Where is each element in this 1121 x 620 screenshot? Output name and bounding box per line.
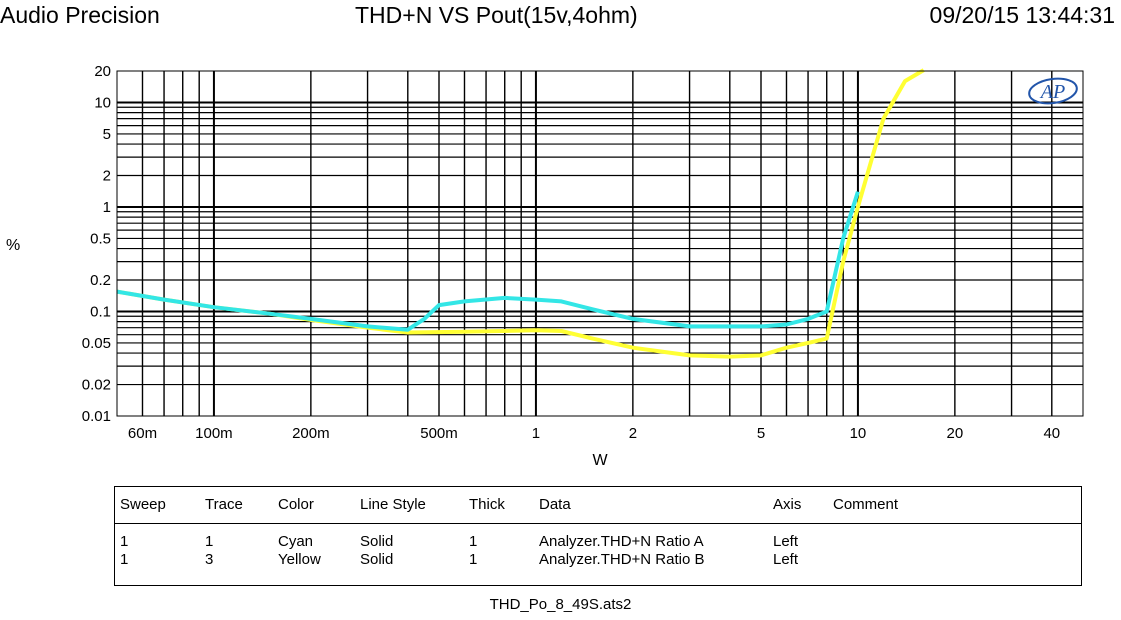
legend-cell: 1 — [205, 533, 214, 550]
x-tick-label: 5 — [757, 425, 765, 442]
legend-cell: 1 — [469, 533, 478, 550]
x-axis-label: W — [592, 452, 608, 469]
chart-tick-labels: 60m 100m 200m 500m 1 2 5 10 20 40 20 10 5 2 1 0.5 0.2 0.1… — [82, 63, 1060, 442]
legend-cell: 1 — [469, 551, 478, 568]
legend-cell: Analyzer.THD+N Ratio A — [539, 533, 704, 550]
y-tick-label: 10 — [94, 94, 111, 111]
legend-cell: 1 — [120, 533, 129, 550]
file-name: THD_Po_8_49S.ats2 — [489, 596, 632, 613]
legend-cell: Yellow — [278, 551, 321, 568]
legend-cell: Cyan — [278, 533, 314, 550]
chart-title: THD+N VS Pout(15v,4ohm) — [355, 2, 638, 28]
trace-legend-table: Sweep Trace Color Line Style Thick Data Axis Co… — [114, 486, 1082, 586]
legend-cell: Analyzer.THD+N Ratio B — [539, 551, 705, 568]
x-tick-label: 1 — [532, 425, 540, 442]
y-tick-label: 0.1 — [90, 303, 111, 320]
legend-header-cell: Trace — [205, 496, 243, 513]
timestamp: 09/20/15 13:44:31 — [929, 2, 1115, 28]
y-tick-label: 0.01 — [82, 408, 111, 425]
legend-header-cell: Axis — [773, 496, 802, 513]
legend-row: 1 3 Yellow Solid 1 Analyzer.THD+N Ratio B Left — [115, 551, 1081, 569]
legend-cell: Solid — [360, 551, 394, 568]
y-tick-label: 0.05 — [82, 335, 111, 352]
x-tick-label: 2 — [629, 425, 637, 442]
chart-grid — [117, 71, 1083, 416]
legend-cell: 3 — [205, 551, 214, 568]
x-tick-label: 100m — [195, 425, 233, 442]
legend-header-cell: Color — [278, 496, 314, 513]
legend-header-cell: Comment — [833, 496, 899, 513]
brand-label: Audio Precision — [0, 2, 160, 28]
legend-divider — [115, 523, 1081, 524]
legend-header-cell: Sweep — [120, 496, 166, 513]
plot-frame — [116, 70, 1084, 417]
legend-header-row: Sweep Trace Color Line Style Thick Data Axis Co… — [115, 496, 1081, 516]
legend-cell: 1 — [120, 551, 129, 568]
legend-row: 1 1 Cyan Solid 1 Analyzer.THD+N Ratio A Left — [115, 533, 1081, 551]
series-line — [116, 191, 860, 332]
y-tick-label: 0.5 — [90, 230, 111, 247]
y-axis-label: % — [6, 237, 20, 254]
x-tick-label: 200m — [292, 425, 330, 442]
legend-cell: Left — [773, 551, 799, 568]
ap-logo: AP — [1028, 77, 1078, 105]
x-tick-label: 40 — [1043, 425, 1060, 442]
legend-header-cell: Thick — [469, 496, 505, 513]
y-tick-label: 2 — [103, 168, 111, 185]
legend-header-cell: Line Style — [360, 496, 426, 513]
legend-cell: Left — [773, 533, 799, 550]
legend-cell: Solid — [360, 533, 394, 550]
x-tick-label: 60m — [128, 425, 157, 442]
ap-logo-text: AP — [1039, 81, 1065, 103]
chart-series — [116, 68, 925, 359]
x-tick-label: 10 — [850, 425, 867, 442]
x-tick-label: 500m — [420, 425, 458, 442]
y-tick-label: 20 — [94, 63, 111, 80]
y-tick-label: 0.2 — [90, 272, 111, 289]
thd-chart: 60m 100m 200m 500m 1 2 5 10 20 40 20 10 5 2 1 0.5 0.2 0.1… — [6, 63, 1084, 469]
x-tick-label: 20 — [947, 425, 964, 442]
y-tick-label: 0.02 — [82, 377, 111, 394]
y-tick-label: 5 — [103, 126, 111, 143]
legend-header-cell: Data — [539, 496, 571, 513]
y-tick-label: 1 — [103, 199, 111, 216]
